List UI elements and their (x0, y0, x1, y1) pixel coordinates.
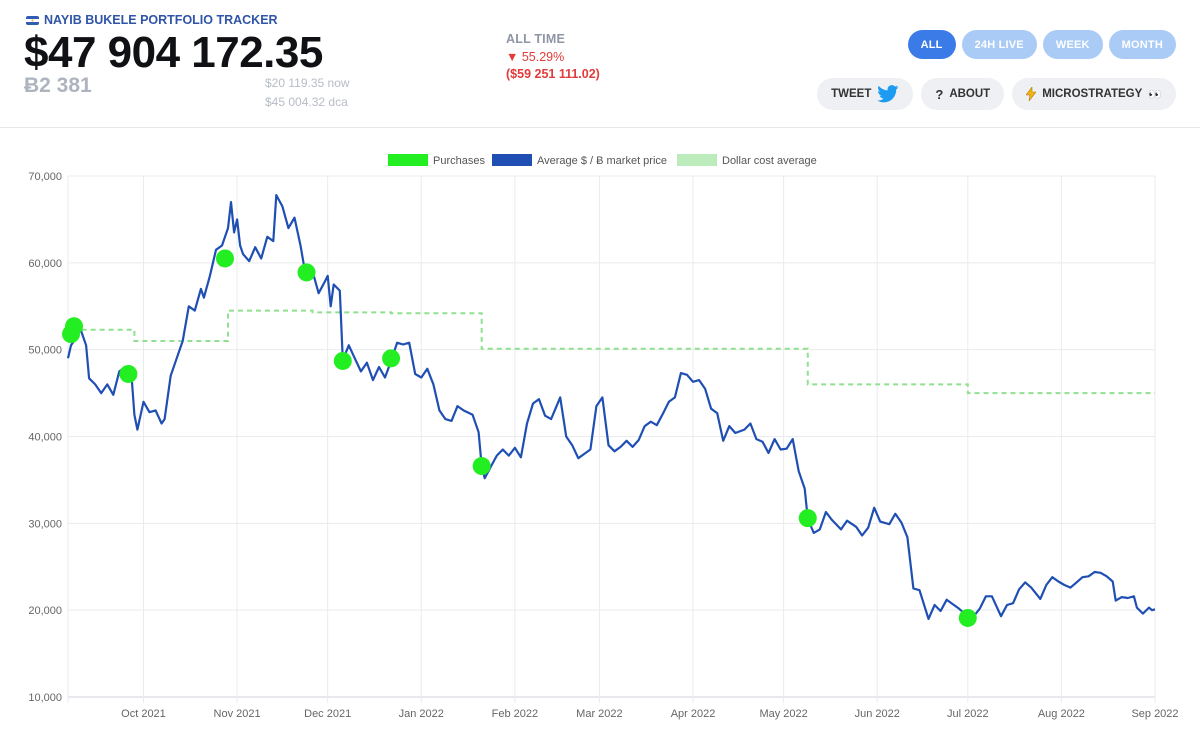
about-button[interactable]: ? ABOUT (921, 78, 1005, 110)
btc-holdings: Ƀ2 381 (24, 74, 92, 97)
purchase-point (65, 317, 84, 336)
chart-axes: 10,000 20,000 30,000 40,000 50,000 60,000 70,0… (28, 171, 1178, 720)
y-tick-label: 50,000 (28, 345, 62, 357)
tab-all[interactable]: ALL (907, 30, 956, 59)
purchase-point (382, 349, 401, 368)
price-summary: $20 119.35 now $45 004.32 dca (265, 74, 350, 112)
question-mark-icon: ? (935, 86, 944, 102)
tab-24h-live[interactable]: 24H LIVE (961, 30, 1037, 59)
price-now-suffix: now (327, 76, 350, 90)
y-tick-label: 70,000 (28, 171, 62, 183)
el-salvador-flag-icon (26, 15, 39, 25)
x-tick-label: Mar 2022 (576, 708, 622, 720)
x-tick-label: Sep 2022 (1131, 708, 1178, 720)
y-tick-label: 20,000 (28, 605, 62, 617)
purchase-point (216, 249, 235, 268)
y-tick-label: 30,000 (28, 518, 62, 530)
eyes-icon: 👀 (1148, 88, 1162, 101)
purchase-point (119, 364, 138, 383)
alltime-delta: ($59 251 111.02) (506, 67, 600, 81)
lightning-icon (1026, 87, 1037, 101)
price-now: $20 119.35 (265, 76, 325, 90)
brand: NAYIB BUKELE PORTFOLIO TRACKER (26, 13, 278, 27)
microstrategy-button[interactable]: MICROSTRATEGY 👀 (1012, 78, 1176, 110)
x-tick-label: Apr 2022 (671, 708, 716, 720)
tweet-button[interactable]: TWEET (817, 78, 914, 110)
legend-label: Average $ / Ƀ market price (537, 155, 667, 167)
purchase-point (297, 263, 316, 282)
price-dca: $45 004.32 (265, 95, 326, 109)
legend-label: Dollar cost average (722, 155, 817, 167)
x-tick-label: Jul 2022 (947, 708, 989, 720)
brand-title: NAYIB BUKELE PORTFOLIO TRACKER (44, 13, 278, 27)
alltime-label: ALL TIME (506, 32, 566, 46)
dca-line (68, 309, 1155, 395)
purchase-point (798, 509, 817, 528)
x-tick-label: May 2022 (759, 708, 807, 720)
chart-legend: Purchases Average $ / Ƀ market price Dolla… (388, 154, 817, 167)
price-now-row: $20 119.35 now (265, 74, 350, 93)
legend-swatch (388, 154, 428, 166)
purchase-points (62, 249, 977, 627)
y-tick-label: 40,000 (28, 432, 62, 444)
tab-month[interactable]: MONTH (1108, 30, 1176, 59)
page-header: NAYIB BUKELE PORTFOLIO TRACKER $47 904 1… (0, 0, 1200, 128)
x-tick-label: Oct 2021 (121, 708, 166, 720)
microstrategy-label: MICROSTRATEGY (1042, 88, 1143, 100)
x-tick-label: Jan 2022 (399, 708, 444, 720)
alltime-performance: ALL TIME ▼ 55.29% ($59 251 111.02) (506, 32, 600, 81)
x-tick-label: Feb 2022 (492, 708, 538, 720)
purchase-point (472, 457, 491, 476)
portfolio-chart: Purchases Average $ / Ƀ market price Dolla… (0, 129, 1200, 743)
chart-svg: Purchases Average $ / Ƀ market price Dolla… (28, 154, 1179, 720)
range-tabs: ALL 24H LIVE WEEK MONTH (907, 30, 1176, 59)
x-tick-label: Aug 2022 (1038, 708, 1085, 720)
x-tick-label: Jun 2022 (855, 708, 900, 720)
y-tick-label: 10,000 (28, 692, 62, 704)
action-buttons: TWEET ? ABOUT MICROSTRATEGY 👀 (817, 78, 1176, 110)
alltime-percent: ▼ 55.29% (506, 50, 565, 64)
price-dca-row: $45 004.32 dca (265, 93, 350, 112)
legend-swatch (492, 154, 532, 166)
about-label: ABOUT (949, 88, 991, 100)
legend-label: Purchases (433, 155, 485, 167)
y-tick-label: 60,000 (28, 258, 62, 270)
chart-grid (67, 175, 1156, 703)
twitter-bird-icon (877, 85, 899, 103)
x-tick-label: Dec 2021 (304, 708, 351, 720)
tab-week[interactable]: WEEK (1042, 30, 1103, 59)
purchase-point (333, 351, 352, 370)
price-dca-suffix: dca (328, 95, 348, 109)
purchase-point (958, 608, 977, 627)
legend-swatch (677, 154, 717, 166)
dca-series (68, 309, 1155, 395)
portfolio-total-value: $47 904 172.35 (24, 28, 323, 77)
tweet-label: TWEET (831, 88, 872, 100)
x-tick-label: Nov 2021 (214, 708, 261, 720)
